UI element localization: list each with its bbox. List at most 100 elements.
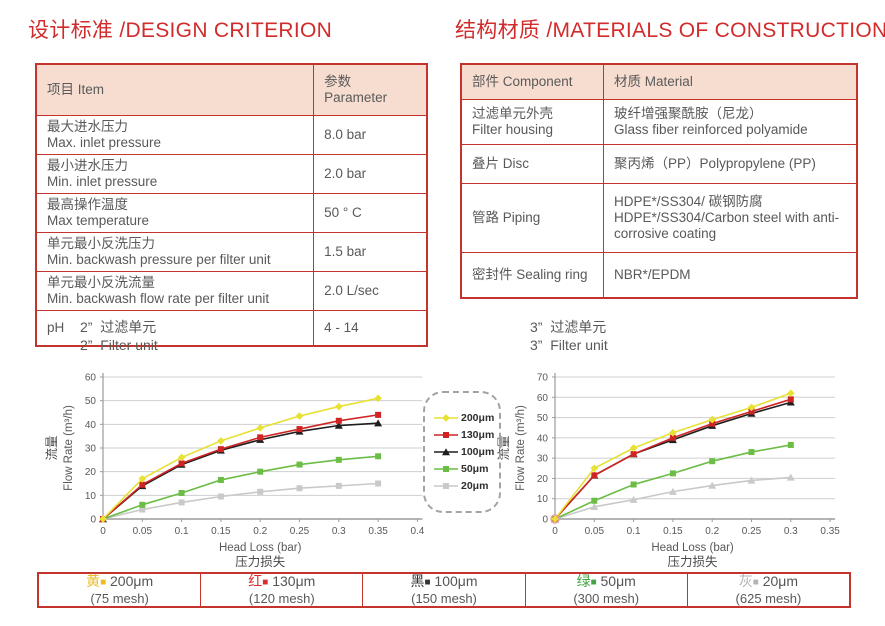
x-tick-label: 0.15: [663, 526, 683, 537]
diamond-marker: [295, 412, 304, 420]
column-header-material: 材质 Material: [603, 63, 858, 100]
material-value-en: HDPE*/SS304/Carbon steel with anti-corro…: [614, 210, 840, 241]
micron-size: 130μm: [272, 573, 316, 589]
chart-title-2inch: 2” 过滤单元 2” Filter unit: [80, 319, 158, 353]
y-tick-label: 40: [537, 433, 549, 444]
square-marker: [296, 426, 303, 433]
series-legend: 200μm 130μm 100μm 50μm 20μm: [423, 391, 501, 513]
square-marker: [139, 501, 146, 508]
x-axis-title: Head Loss (bar): [651, 542, 734, 554]
diamond-marker: [708, 415, 717, 424]
color-name-zh: 红: [248, 573, 263, 589]
y-tick-label: 50: [85, 396, 97, 407]
diamond-marker: [138, 474, 147, 483]
x-axis-title-zh: 压力损失: [668, 554, 719, 569]
item-label-en: Min. backwash flow rate per filter unit: [47, 291, 270, 306]
square-marker: [630, 481, 637, 488]
series-line-200μm: [102, 397, 379, 520]
square-marker: [257, 434, 264, 441]
mesh-size: (300 mesh): [573, 591, 640, 606]
diamond-marker: [747, 403, 756, 412]
parameter-value: 2.0 L/sec: [313, 271, 428, 311]
legend-item: 20μm: [434, 480, 499, 492]
column-header-item: 项目 Item: [35, 63, 315, 116]
square-marker: [217, 476, 224, 483]
material-value-zh: HDPE*/SS304/ 碳钢防腐: [614, 194, 763, 209]
series-line-130μm: [102, 414, 379, 520]
diamond-marker: [217, 437, 225, 445]
triangle-marker: [629, 495, 638, 503]
x-tick-label: 0.1: [175, 526, 189, 537]
color-swatch: ■: [590, 577, 597, 588]
table-row: 最小进水压力 Min. inlet pressure 2.0 bar: [35, 154, 428, 194]
legend-item: 50μm: [434, 463, 499, 475]
series-line-100μm: [102, 422, 379, 520]
mesh-size: (75 mesh): [90, 591, 149, 606]
color-swatch: ■: [752, 577, 759, 588]
square-marker: [443, 483, 449, 489]
legend-item: 200μm: [434, 412, 499, 424]
size-legend-cell: 灰■ 20μm (625 mesh): [688, 573, 849, 606]
flow-rate-chart-2inch: 0 10 20 30 40 50 60 0 0.05 0.1 0.15 0.2 0.25 0.3 0.35 0…: [45, 373, 425, 570]
component-label-en: Filter housing: [472, 122, 554, 137]
legend-item: 130μm: [434, 429, 499, 441]
square-marker: [257, 488, 264, 495]
color-name-zh: 黑: [410, 573, 425, 589]
square-marker: [669, 434, 676, 441]
parameter-value: 4 - 14: [313, 310, 428, 347]
y-tick-label: 30: [85, 444, 97, 455]
triangle-marker: [590, 503, 599, 511]
y-tick-label: 70: [537, 373, 549, 384]
diamond-marker: [442, 414, 450, 422]
y-tick-label: 60: [85, 373, 97, 384]
diamond-marker: [256, 424, 265, 432]
design-criterion-table: 项目 Item 参数 Parameter 最大进水压力 Max. inlet pr…: [35, 63, 428, 347]
x-tick-label: 0.35: [820, 526, 840, 537]
parameter-value: 50 ° C: [313, 193, 428, 233]
square-marker: [296, 461, 303, 468]
table-row: pH 4 - 14: [35, 310, 428, 347]
item-label-zh: 最高操作温度: [47, 197, 128, 212]
x-tick-label: 0.35: [368, 526, 388, 537]
size-legend-cell: 黑■ 100μm (150 mesh): [363, 573, 526, 606]
x-tick-label: 0.25: [742, 526, 762, 537]
table-header-row: 项目 Item 参数 Parameter: [35, 63, 428, 116]
square-marker: [139, 506, 146, 513]
x-axis-title-zh: 压力损失: [235, 554, 286, 569]
item-label-zh: pH: [47, 320, 65, 335]
square-marker: [375, 453, 382, 460]
series-line-50μm: [102, 455, 379, 520]
legend-label: 130μm: [461, 429, 495, 441]
square-marker: [139, 481, 146, 488]
triangle-marker: [442, 448, 450, 456]
material-value-zh: 玻纤增强聚酰胺（尼龙）: [614, 106, 763, 121]
table-row: 叠片 Disc 聚丙烯（PP）Polypropylene (PP): [460, 144, 858, 184]
size-legend-cell: 红■ 130μm (120 mesh): [201, 573, 364, 606]
table-header-row: 部件 Component 材质 Material: [460, 63, 858, 100]
flow-rate-chart-3inch: 0 10 20 30 40 50 60 70 0 0.05 0.1 0.15 0.2 0.25 0.3 0.3…: [497, 373, 840, 570]
y-axis-title-zh: 流量: [45, 435, 59, 460]
chart-title-3inch: 3” 过滤单元 3” Filter unit: [530, 319, 608, 353]
diamond-marker: [551, 515, 559, 523]
legend-sample: [434, 448, 458, 456]
square-marker: [375, 480, 382, 487]
color-name-zh: 绿: [576, 573, 591, 589]
micron-size: 50μm: [600, 573, 636, 589]
x-tick-label: 0.2: [705, 526, 719, 537]
square-marker: [748, 449, 755, 456]
x-tick-label: 0.4: [410, 526, 424, 537]
x-tick-label: 0.2: [253, 526, 267, 537]
parameter-value: 8.0 bar: [313, 115, 428, 155]
item-label-zh: 单元最小反洗压力: [47, 236, 155, 251]
square-marker: [591, 472, 598, 479]
size-legend-cell: 黄■ 200μm (75 mesh): [39, 573, 202, 606]
x-tick-label: 0.05: [585, 526, 605, 537]
legend-label: 20μm: [461, 480, 489, 492]
legend-label: 200μm: [461, 412, 495, 424]
micron-size: 20μm: [762, 573, 799, 589]
color-name-zh: 灰: [738, 573, 753, 589]
square-marker: [335, 417, 342, 424]
table-row: 最大进水压力 Max. inlet pressure 8.0 bar: [35, 115, 428, 155]
square-marker: [709, 458, 716, 465]
